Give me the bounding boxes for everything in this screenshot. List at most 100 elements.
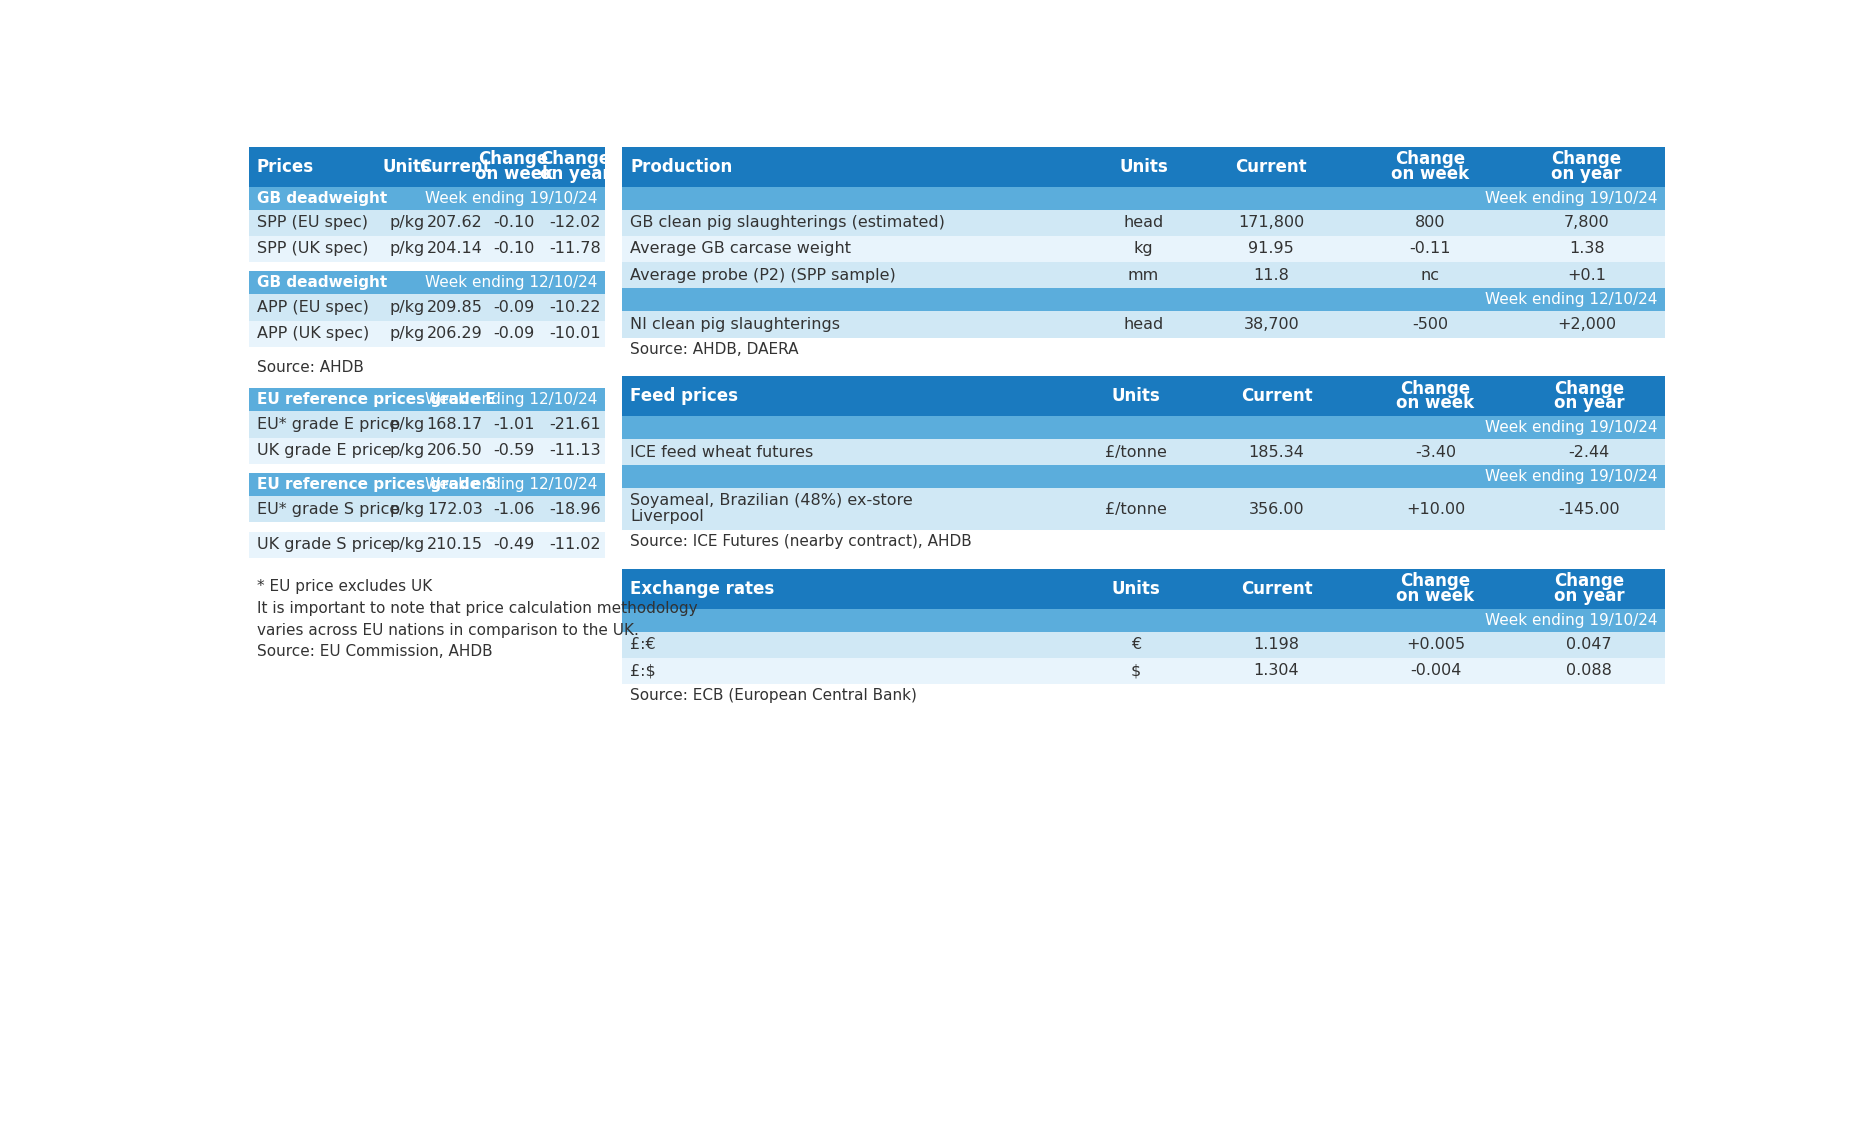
Text: Week ending 12/10/24: Week ending 12/10/24 [426,477,597,492]
Bar [622,312,1665,337]
Bar [622,631,1665,658]
Text: p/kg: p/kg [388,242,424,256]
Text: Change: Change [1400,573,1471,591]
Text: on week: on week [1397,394,1475,412]
Text: UK grade E price: UK grade E price [256,443,392,458]
Text: -2.44: -2.44 [1568,444,1609,460]
Bar [622,568,1665,609]
Text: -1.01: -1.01 [493,417,534,432]
Bar [622,209,1665,236]
Text: -0.59: -0.59 [493,443,534,458]
Text: mm: mm [1128,268,1159,282]
Text: 204.14: 204.14 [428,242,484,256]
Text: APP (UK spec): APP (UK spec) [256,326,370,341]
Text: p/kg: p/kg [388,502,424,516]
Text: 206.29: 206.29 [428,326,484,341]
Text: -3.40: -3.40 [1415,444,1456,460]
Bar [248,641,605,663]
Text: * EU price excludes UK: * EU price excludes UK [256,579,431,594]
Text: £:$: £:$ [631,664,655,678]
Bar [248,236,605,262]
Bar [248,271,605,295]
Text: £/tonne: £/tonne [1105,444,1167,460]
Text: -0.10: -0.10 [493,242,534,256]
Text: Current: Current [1236,158,1307,176]
Text: ICE feed wheat futures: ICE feed wheat futures [631,444,814,460]
Bar [248,356,605,379]
Text: 7,800: 7,800 [1565,215,1609,231]
Text: Change: Change [1395,151,1466,169]
Text: 168.17: 168.17 [428,417,484,432]
Text: on year: on year [540,164,611,182]
Text: p/kg: p/kg [388,537,424,552]
Bar [248,567,605,576]
Text: Exchange rates: Exchange rates [631,579,775,597]
Text: -0.10: -0.10 [493,215,534,231]
Bar [248,388,605,412]
Text: -0.11: -0.11 [1410,242,1451,256]
Text: Source: AHDB, DAERA: Source: AHDB, DAERA [631,342,799,357]
Text: It is important to note that price calculation methodology: It is important to note that price calcu… [256,601,696,616]
Text: Current: Current [1242,579,1313,597]
Bar [248,346,605,356]
Text: Week ending 19/10/24: Week ending 19/10/24 [1484,190,1658,206]
Text: 800: 800 [1415,215,1445,231]
Text: Production: Production [631,158,732,176]
Text: 185.34: 185.34 [1249,444,1305,460]
Text: 1.198: 1.198 [1253,637,1299,652]
Bar [248,295,605,321]
Text: GB clean pig slaughterings (estimated): GB clean pig slaughterings (estimated) [631,215,945,231]
Bar [248,464,605,472]
Text: $: $ [1131,664,1141,678]
Text: 171,800: 171,800 [1238,215,1305,231]
Bar [248,576,605,597]
Text: 207.62: 207.62 [428,215,484,231]
Text: on year: on year [1551,164,1622,182]
Bar [248,620,605,641]
Text: Units: Units [1111,579,1159,597]
Bar [248,321,605,346]
Text: on week: on week [1391,164,1469,182]
Text: p/kg: p/kg [388,417,424,432]
Text: £/tonne: £/tonne [1105,502,1167,516]
Text: +0.005: +0.005 [1406,637,1466,652]
Bar [248,146,605,187]
Text: head: head [1124,317,1163,332]
Text: -11.13: -11.13 [549,443,601,458]
Bar [622,236,1665,262]
Bar [248,558,605,567]
Bar [622,439,1665,466]
Text: APP (EU spec): APP (EU spec) [256,300,368,315]
Bar [248,187,605,209]
Text: Average probe (P2) (SPP sample): Average probe (P2) (SPP sample) [631,268,896,282]
Text: head: head [1124,215,1163,231]
Text: Liverpool: Liverpool [631,510,704,524]
Text: Units: Units [383,158,431,176]
Text: Week ending 12/10/24: Week ending 12/10/24 [426,393,597,407]
Bar [622,338,1665,361]
Text: -145.00: -145.00 [1559,502,1621,516]
Text: Prices: Prices [256,158,314,176]
Bar [248,472,605,496]
Text: -18.96: -18.96 [549,502,601,516]
Text: 209.85: 209.85 [428,300,484,315]
Text: Change: Change [540,151,611,169]
Text: Soyameal, Brazilian (48%) ex-store: Soyameal, Brazilian (48%) ex-store [631,494,913,508]
Text: SPP (UK spec): SPP (UK spec) [256,242,368,256]
Bar [622,416,1665,439]
Bar [622,684,1665,708]
Text: GB deadweight: GB deadweight [256,276,386,290]
Text: EU* grade E price: EU* grade E price [256,417,400,432]
Text: -0.49: -0.49 [493,537,534,552]
Text: -12.02: -12.02 [549,215,601,231]
Text: on week: on week [474,164,553,182]
Text: Week ending 19/10/24: Week ending 19/10/24 [1484,613,1658,628]
Text: GB deadweight: GB deadweight [256,190,386,206]
Text: Change: Change [478,151,549,169]
Bar [622,187,1665,209]
Text: Week ending 12/10/24: Week ending 12/10/24 [426,276,597,290]
Text: on year: on year [1553,394,1624,412]
Text: £:€: £:€ [631,637,655,652]
Text: -0.004: -0.004 [1410,664,1462,678]
Bar [248,522,605,531]
